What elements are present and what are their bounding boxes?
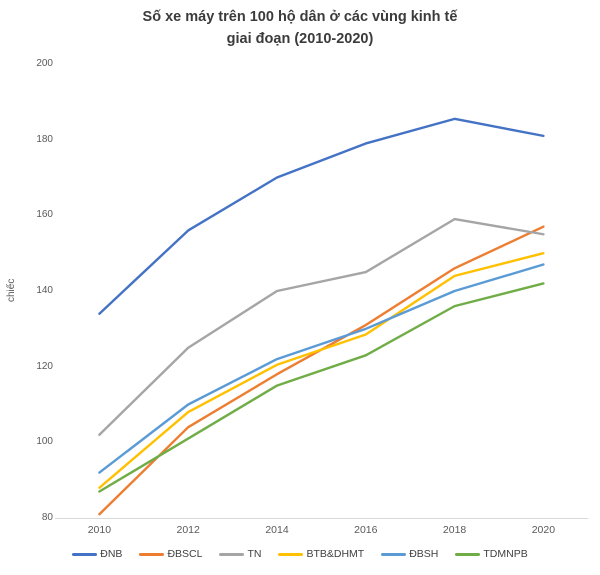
y-tick-label: 180 bbox=[36, 133, 53, 145]
x-tick-label: 2012 bbox=[176, 524, 200, 536]
legend-label: ĐBSH bbox=[409, 548, 439, 560]
x-tick-label: 2016 bbox=[354, 524, 378, 536]
legend-label: BTB&DHMT bbox=[306, 548, 365, 560]
legend-item: ĐNB bbox=[72, 548, 122, 560]
legend: ĐNB ĐBSCL TN BTB&DHMT ĐBSH TDMNPB bbox=[0, 548, 600, 560]
legend-item: ĐBSCL bbox=[139, 548, 202, 560]
chart-title-line1: Số xe máy trên 100 hộ dân ở các vùng kin… bbox=[142, 9, 458, 25]
legend-line-swatch bbox=[139, 552, 165, 556]
legend-item: ĐBSH bbox=[381, 548, 438, 560]
series-line-tn bbox=[98, 217, 545, 436]
x-tick-label: 2014 bbox=[265, 524, 289, 536]
series-line-btb&dhmt bbox=[98, 251, 545, 489]
y-tick-label: 140 bbox=[36, 285, 53, 296]
x-tick-label: 2020 bbox=[531, 524, 556, 536]
y-tick-label: 120 bbox=[36, 360, 53, 372]
x-tick-label: 2018 bbox=[442, 524, 467, 536]
y-tick-label: 80 bbox=[41, 512, 53, 523]
legend-line-swatch bbox=[72, 552, 98, 556]
legend-line-swatch bbox=[278, 552, 304, 556]
legend-line-swatch bbox=[219, 552, 245, 556]
legend-item: TN bbox=[219, 548, 261, 560]
x-tick-label: 2010 bbox=[87, 524, 112, 536]
y-tick-label: 200 bbox=[36, 58, 53, 69]
legend-line-swatch bbox=[381, 552, 407, 556]
legend-item: TDMNPB bbox=[455, 548, 528, 560]
series-line-đnb bbox=[98, 117, 545, 315]
chart-title-line2: giai đoạn (2010-2020) bbox=[226, 31, 374, 48]
legend-label: ĐNB bbox=[100, 548, 123, 560]
y-tick-label: 160 bbox=[36, 209, 53, 221]
legend-line-swatch bbox=[455, 552, 481, 556]
legend-label: TDMNPB bbox=[483, 548, 528, 560]
y-tick-label: 100 bbox=[36, 436, 53, 448]
legend-item: BTB&DHMT bbox=[278, 548, 364, 560]
chart-title: Số xe máy trên 100 hộ dân ở các vùng kin… bbox=[0, 6, 600, 51]
series-line-đbsh bbox=[98, 263, 545, 474]
series-line-tdmnpb bbox=[98, 282, 545, 493]
legend-label: TN bbox=[247, 548, 262, 560]
legend-label: ĐBSCL bbox=[167, 548, 203, 560]
